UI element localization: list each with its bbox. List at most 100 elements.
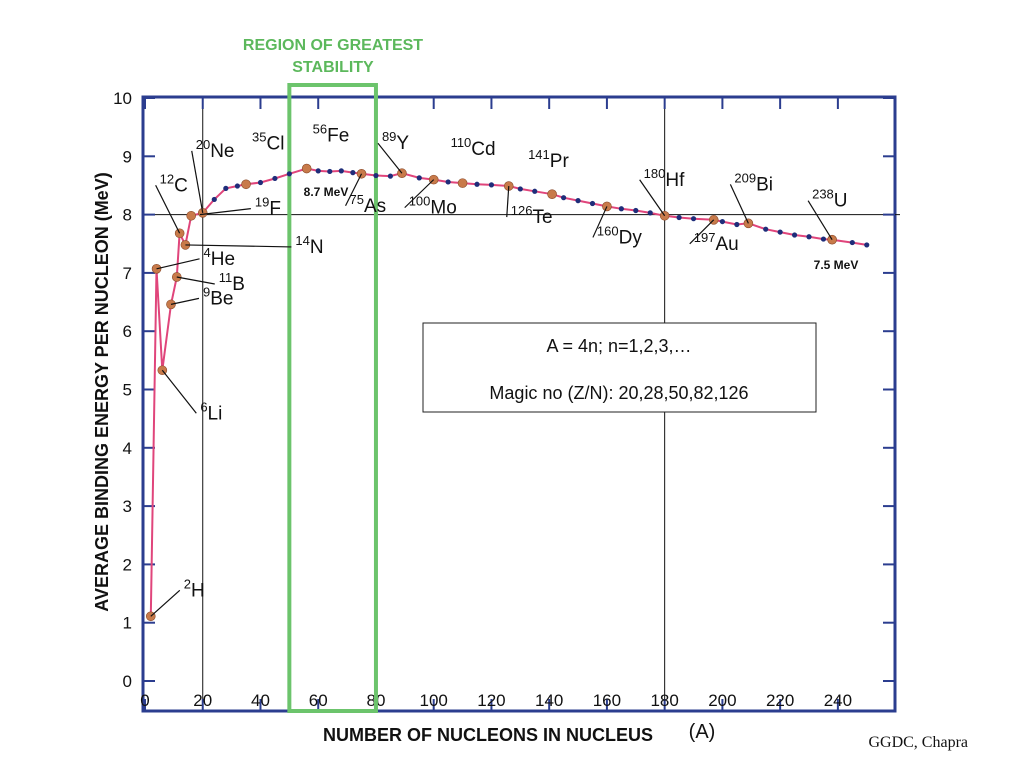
nuclide-label-y: 89Y: [382, 129, 409, 154]
nuclide-mass: 89: [382, 129, 396, 144]
data-point: [223, 185, 229, 191]
data-point: [445, 179, 451, 185]
x-tick-label: 60: [309, 691, 328, 710]
data-point: [690, 216, 697, 222]
nuclide-symbol: C: [174, 175, 188, 196]
nuclide-symbol: H: [191, 580, 205, 601]
nuclide-mass: 110: [451, 135, 472, 150]
leader-line-li: [161, 369, 197, 414]
data-point: [234, 183, 240, 189]
nuclide-label-cl: 35Cl: [252, 129, 284, 154]
nuclide-mass: 100: [409, 194, 431, 209]
nuclide-symbol: Be: [210, 288, 233, 309]
nuclide-label-hf: 180Hf: [644, 166, 685, 191]
nuclide-symbol: Fe: [327, 126, 349, 147]
leader-line-as: [344, 173, 363, 207]
nuclide-point: [547, 189, 557, 199]
leader-line-ne: [191, 150, 204, 213]
nuclide-mass: 238: [812, 187, 834, 202]
y-tick-label: 3: [123, 497, 132, 516]
data-point: [373, 172, 379, 179]
nuclide-mass: 2: [184, 576, 191, 591]
y-tick-label: 2: [123, 555, 132, 574]
data-point: [589, 200, 596, 207]
footer-credit: GGDC, Chapra: [868, 734, 968, 751]
nuclide-symbol: Dy: [619, 227, 643, 248]
x-tick-label: 20: [193, 691, 212, 710]
nuclide-label-mo: 100Mo: [409, 194, 457, 219]
nuclide-mass: 141: [528, 147, 550, 162]
nuclide-symbol: U: [834, 191, 848, 212]
nuclide-symbol: N: [310, 237, 324, 258]
data-point: [416, 175, 422, 181]
data-point: [719, 218, 726, 225]
nuclide-mass: 197: [694, 230, 716, 245]
nuclide-label-bi: 209Bi: [734, 170, 773, 195]
leader-line-be: [170, 297, 200, 305]
leader-line-bi: [729, 184, 749, 224]
y-tick-label: 10: [113, 89, 132, 108]
nuclide-symbol: Ne: [210, 141, 234, 162]
nuclide-point: [457, 178, 468, 188]
nuclide-symbol: Mo: [430, 198, 456, 219]
nuclide-symbol: Pr: [550, 151, 570, 172]
nuclide-symbol: As: [364, 196, 386, 217]
nuclide-symbol: Bi: [756, 174, 773, 195]
leader-line-mo: [404, 179, 435, 209]
leader-line-te: [506, 185, 510, 218]
y-tick-label: 6: [123, 322, 132, 341]
data-point: [338, 168, 344, 174]
x-tick-label: 40: [251, 691, 270, 710]
data-point: [777, 229, 783, 235]
nuclide-mass: 209: [734, 170, 756, 185]
nuclide-mass: 11: [219, 270, 233, 285]
x-axis-label: NUMBER OF NUCLEONS IN NUCLEUS: [323, 725, 653, 745]
nuclide-symbol: Te: [532, 207, 552, 228]
leader-line-he: [156, 258, 200, 270]
data-point: [350, 170, 356, 176]
nuclide-mass: 20: [196, 137, 210, 152]
y-tick-label: 1: [123, 614, 132, 633]
y-tick-label: 0: [123, 672, 132, 691]
data-point: [647, 210, 653, 216]
nuclide-label-cd: 110Cd: [451, 135, 496, 160]
nuclide-label-f: 19F: [255, 195, 281, 220]
x-tick-label: 100: [420, 691, 448, 710]
nuclide-symbol: F: [269, 199, 281, 220]
leader-line-f: [199, 208, 251, 216]
nuclide-mass: 56: [313, 122, 327, 137]
data-point: [257, 179, 264, 186]
data-point: [763, 226, 769, 232]
data-point: [286, 171, 292, 177]
data-point: [211, 196, 217, 203]
nuclide-symbol: B: [232, 274, 245, 295]
data-point: [327, 168, 333, 175]
x-tick-label: 0: [140, 691, 149, 710]
data-point: [864, 242, 870, 248]
nuclide-symbol: Li: [208, 403, 223, 424]
nuclide-label-c: 12C: [160, 171, 188, 196]
data-point: [734, 221, 740, 228]
nuclide-symbol: Y: [396, 133, 409, 154]
nuclide-mass: 19: [255, 195, 269, 210]
data-point: [849, 239, 855, 246]
nuclide-label-b: 11B: [219, 270, 245, 295]
info-box-line1: A = 4n; n=1,2,3,…: [546, 336, 691, 356]
data-point: [791, 232, 798, 238]
x-axis-label-suffix: (A): [689, 721, 716, 743]
nuclide-symbol: Cd: [471, 139, 495, 160]
nuclide-label-u: 238U: [812, 187, 847, 212]
leader-line-y: [377, 142, 403, 174]
data-point: [532, 188, 538, 194]
data-point: [315, 168, 321, 174]
data-point: [633, 207, 639, 214]
nuclide-mass: 9: [203, 284, 210, 299]
nuclide-label-be: 9Be: [203, 284, 233, 309]
data-point: [820, 236, 827, 242]
x-tick-label: 160: [593, 691, 621, 710]
data-point: [387, 173, 393, 179]
nuclide-mass: 160: [597, 223, 619, 238]
nuclide-label-li: 6Li: [200, 399, 222, 424]
leader-line-au: [689, 219, 715, 245]
nuclide-mass: 6: [200, 399, 207, 414]
